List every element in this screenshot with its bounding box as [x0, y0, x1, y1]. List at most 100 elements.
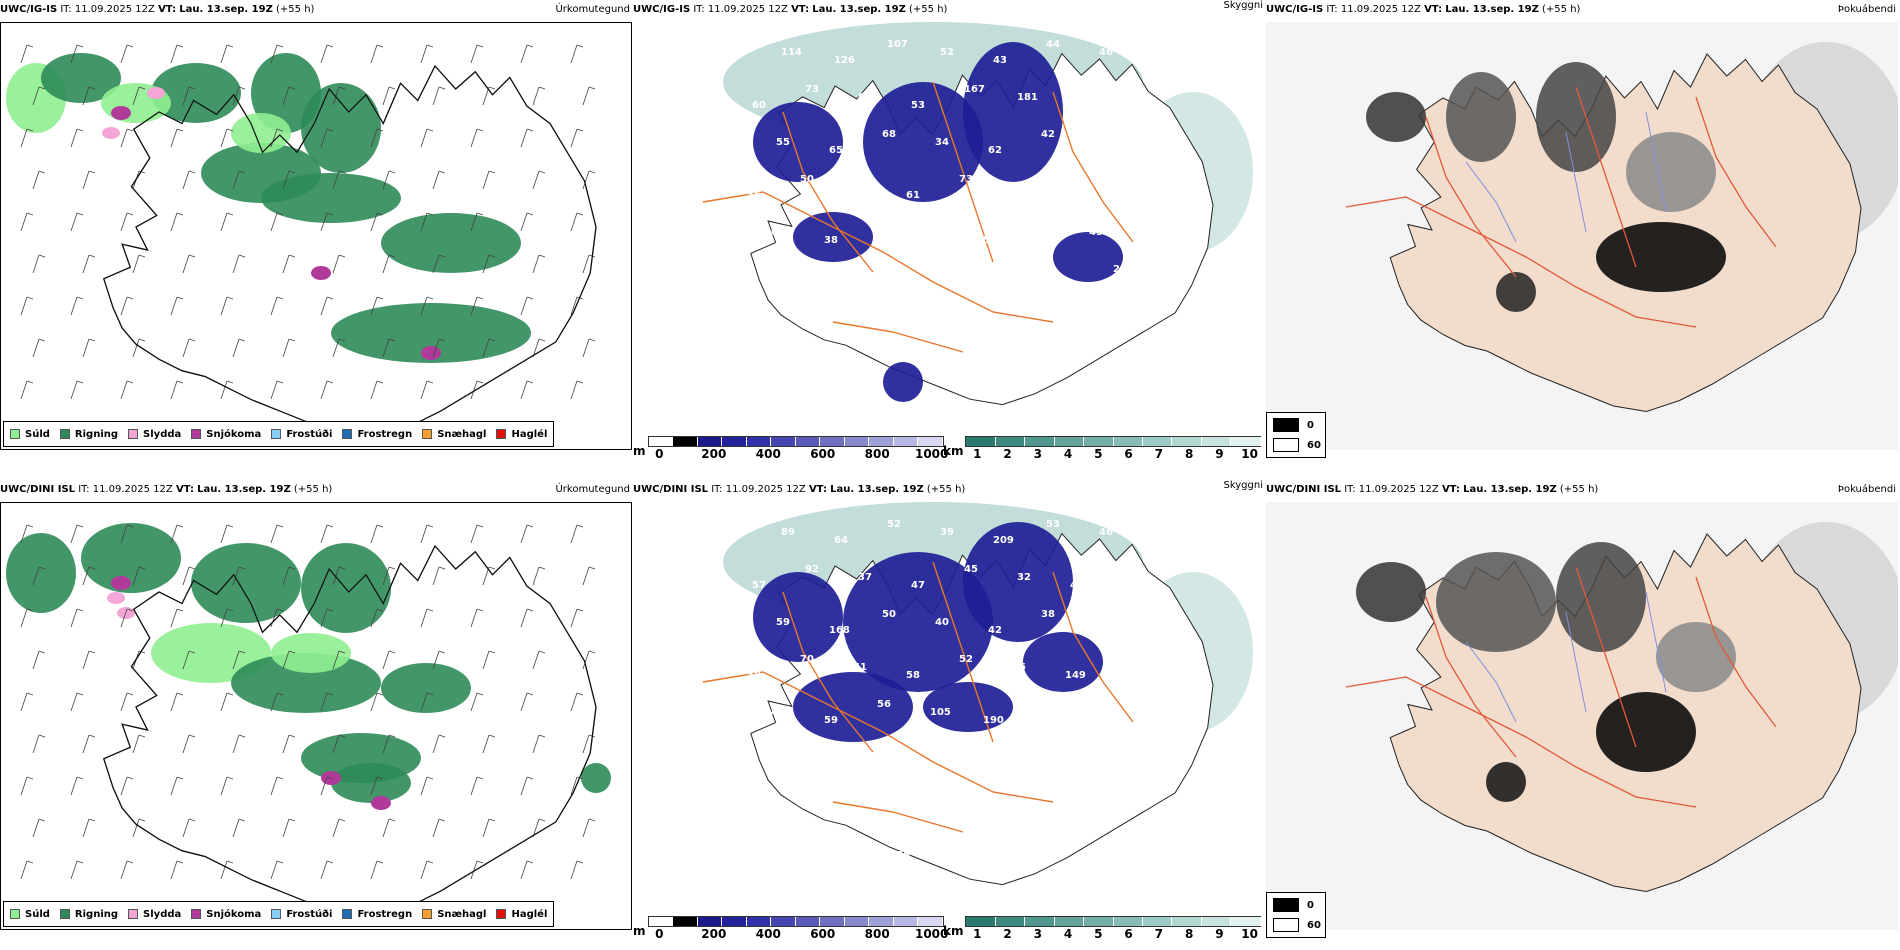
cloud-base-label: 36 — [742, 760, 756, 771]
wind-barb — [482, 338, 496, 358]
colorbar-tick: 200 — [701, 447, 727, 461]
fog-legend-row: 60 — [1273, 438, 1321, 452]
wind-barb — [570, 128, 584, 148]
wind-barb — [220, 692, 234, 712]
cloud-base-label: 43 — [993, 55, 1007, 66]
wind-barb — [332, 254, 346, 274]
colorbar-cell — [1172, 437, 1202, 446]
cloud-base-label: 126 — [834, 55, 855, 66]
init-value: 11.09.2025 12Z — [707, 4, 788, 15]
wind-barb — [20, 608, 34, 628]
wind-barb — [570, 44, 584, 64]
cloud-base-label: 45 — [964, 564, 978, 575]
lead-time: (+55 h) — [293, 484, 333, 495]
panel-title: Skyggni — [1223, 0, 1263, 11]
wind-barb — [470, 524, 484, 544]
panel-header: UWC/IG-IS IT: 11.09.2025 12Z VT: Lau. 13… — [633, 0, 1265, 20]
colorbar-cells — [647, 916, 944, 927]
wind-barb — [132, 86, 146, 106]
wind-barb — [532, 650, 546, 670]
cloud-area — [923, 682, 1013, 732]
fog-map — [1266, 22, 1900, 450]
valid-label: VT: — [158, 4, 177, 15]
valid-label: VT: — [1441, 484, 1460, 495]
colorbar-cell — [722, 917, 747, 926]
wind-barb — [332, 734, 346, 754]
wind-barb — [520, 776, 534, 796]
legend-item: Frostregn — [342, 429, 412, 440]
wind-barb — [370, 692, 384, 712]
cloud-base-label: 60 — [752, 100, 766, 111]
fog-legend-swatch — [1273, 418, 1299, 432]
road-line — [1425, 596, 1517, 758]
valid-value: Lau. 13.sep. 19Z — [830, 484, 924, 495]
legend-swatch — [128, 909, 139, 919]
colorbar-cell — [673, 437, 698, 446]
cloud-base-label: 42 — [978, 805, 992, 816]
cloud-base-label: 52 — [887, 519, 901, 530]
cloud-base-label: 92 — [805, 564, 819, 575]
colorbar-cell — [844, 917, 870, 926]
road-line — [702, 191, 1054, 323]
wind-barb — [320, 296, 334, 316]
cloud-base-label: 62 — [988, 145, 1002, 156]
panel-title: Þokuábendi — [1837, 4, 1896, 15]
wind-barb — [32, 254, 46, 274]
wind-barb — [420, 776, 434, 796]
cloud-base-label: 101 — [790, 834, 811, 845]
fog-legend-label: 60 — [1307, 439, 1321, 451]
colorbar-tick: 9 — [1215, 927, 1224, 941]
wind-barb — [382, 170, 396, 190]
wind-barb — [482, 650, 496, 670]
cloud-base-label: 168 — [829, 625, 850, 636]
precip-area — [151, 623, 271, 683]
wind-barb — [270, 128, 284, 148]
wind-barb — [32, 86, 46, 106]
wind-barb — [132, 734, 146, 754]
wind-barb — [170, 524, 184, 544]
colorbar-cell — [1142, 917, 1173, 926]
wind-barb — [532, 338, 546, 358]
fog-area — [1366, 92, 1426, 142]
legend-label: Slydda — [143, 908, 182, 920]
cloud-base-label: 256 — [1113, 264, 1134, 275]
cloud-base-label: 43 — [1070, 580, 1084, 591]
colorbar-cell — [648, 917, 674, 926]
init-label: IT: — [78, 484, 90, 495]
wind-barb — [32, 170, 46, 190]
fog-panel-row2: UWC/DINI ISL IT: 11.09.2025 12Z VT: Lau.… — [1266, 480, 1900, 945]
colorbar-cells — [647, 436, 944, 447]
wind-barb — [482, 818, 496, 838]
wind-barb — [382, 650, 396, 670]
wind-barb — [582, 566, 596, 586]
wind-barb — [470, 380, 484, 400]
fog-legend-row: 0 — [1273, 898, 1314, 912]
cloud-base-label: 100 — [1031, 789, 1052, 800]
wind-barb — [270, 608, 284, 628]
wind-barb — [182, 566, 196, 586]
visibility-colorbar-row2: km 1 2 3 4 5 6 7 8 9 10 — [943, 916, 1262, 941]
legend-label: Súld — [25, 908, 50, 920]
fog-legend-swatch — [1273, 918, 1299, 932]
panel-title: Úrkomutegund — [555, 4, 630, 15]
colorbar-cell — [1142, 437, 1173, 446]
init-value: 11.09.2025 12Z — [1340, 4, 1421, 15]
legend-label: Rigning — [74, 908, 119, 920]
wind-barb — [582, 818, 596, 838]
wind-barb — [120, 44, 134, 64]
fog-area — [1446, 72, 1516, 162]
precip-area — [381, 663, 471, 713]
cloud-base-label: 105 — [930, 707, 951, 718]
wind-barb — [182, 170, 196, 190]
wind-barb — [470, 860, 484, 880]
wind-barb — [82, 734, 96, 754]
legend-item: Snjókoma — [191, 429, 261, 440]
cloud-base-label: 49 — [1118, 654, 1132, 665]
wind-barb — [432, 254, 446, 274]
legend-label: Frostregn — [357, 908, 413, 920]
colorbar-unit: km — [943, 444, 964, 458]
road-line — [1695, 96, 1777, 248]
wind-barb — [132, 566, 146, 586]
wind-barb — [232, 650, 246, 670]
legend-label: Snæhagl — [437, 428, 487, 440]
